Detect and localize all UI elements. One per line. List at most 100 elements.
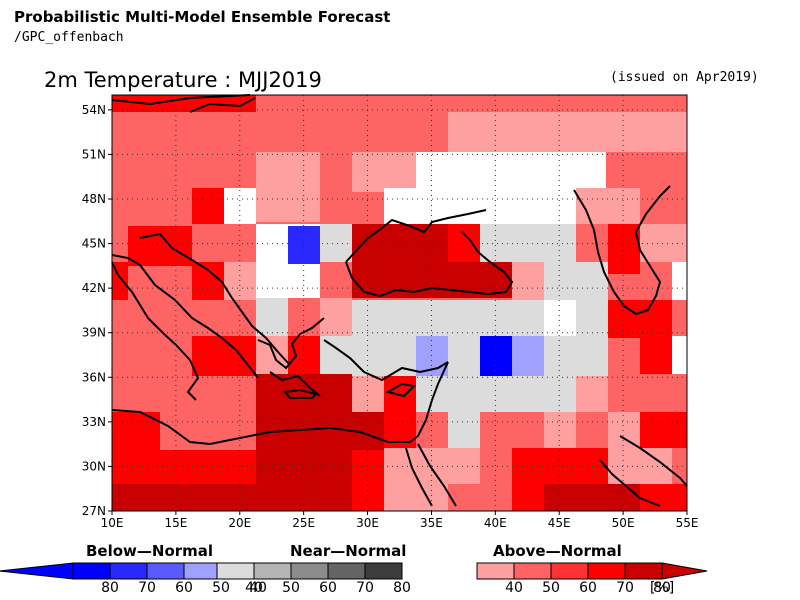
probability-cell — [448, 224, 480, 264]
lon-label: 55E — [676, 516, 699, 530]
legend-above-tick-label: 80 — [653, 580, 671, 596]
probability-cell — [576, 262, 608, 338]
probability-cell — [544, 448, 608, 484]
probability-cell — [448, 336, 480, 376]
probability-cell — [544, 336, 608, 376]
probability-cell — [448, 112, 687, 152]
graticule — [112, 95, 687, 511]
probability-cell — [112, 95, 256, 112]
legend-below-swatch — [109, 562, 148, 580]
map-frame — [111, 94, 688, 512]
legend-below-tick-label: 40 — [249, 580, 267, 596]
legend-unit: [%] — [650, 580, 674, 596]
probability-cell — [608, 448, 640, 484]
legend-below-label: Below—Normal — [86, 542, 214, 560]
lon-label: 10E — [101, 516, 124, 530]
probability-cell — [448, 412, 480, 448]
legend-above-swatch — [550, 562, 589, 580]
probability-cell — [640, 336, 672, 374]
probability-cell — [352, 152, 416, 192]
legend-below-swatch — [72, 562, 111, 580]
probability-cell — [352, 376, 384, 412]
lon-label: 25E — [292, 516, 315, 530]
legend-near-swatch — [290, 562, 329, 580]
lat-label: 42N — [82, 281, 106, 295]
probability-cell — [672, 262, 687, 300]
probability-cell — [672, 336, 687, 374]
lon-label: 45E — [548, 516, 571, 530]
legend-near-swatch — [327, 562, 366, 580]
probability-cell — [480, 412, 544, 448]
legend-above-label: Above—Normal — [493, 542, 622, 560]
lon-label: 15E — [164, 516, 187, 530]
probability-cell — [512, 484, 544, 511]
legend-below-arrow — [0, 562, 74, 580]
probability-cell — [544, 484, 640, 511]
lon-label: 30E — [356, 516, 379, 530]
probability-cell — [384, 412, 416, 450]
legend-near-label: Near—Normal — [290, 542, 407, 560]
source-label: /GPC_offenbach — [14, 30, 124, 45]
probability-cell — [128, 226, 192, 266]
probability-cell — [416, 376, 576, 412]
lat-label: 51N — [82, 147, 106, 161]
lat-label: 30N — [82, 459, 106, 473]
legend-near-tick-label: 60 — [319, 580, 337, 596]
legend-above-tick-label: 40 — [505, 580, 523, 596]
probability-cell — [640, 448, 672, 484]
probability-cell — [320, 298, 352, 336]
lat-label: 54N — [82, 103, 106, 117]
probability-cell — [640, 224, 687, 262]
probability-cell — [640, 188, 672, 224]
probability-cell — [512, 262, 544, 300]
probability-cell — [112, 484, 256, 511]
probability-cell — [640, 412, 687, 448]
legend-below-tick-label: 60 — [175, 580, 193, 596]
lat-label: 36N — [82, 370, 106, 384]
axis-labels: 10E 15E 20E 25E 30E 35E 40E 45E 50E 55E 54N 51N 48N 4… — [82, 103, 699, 530]
legend-above-swatch — [587, 562, 626, 580]
lon-label: 40E — [484, 516, 507, 530]
probability-cell — [256, 152, 320, 222]
legend-near-tick-label: 40 — [245, 580, 263, 596]
probability-cell — [544, 412, 576, 448]
probability-cell — [256, 484, 352, 511]
probability-cell — [576, 376, 608, 412]
lat-label: 27N — [82, 504, 106, 518]
legend-near-swatch — [216, 562, 255, 580]
legend-above-swatch — [624, 562, 663, 580]
probability-cell — [112, 450, 256, 484]
legend-below-tick-label: 70 — [138, 580, 156, 596]
lon-label: 20E — [228, 516, 251, 530]
probability-cell — [416, 152, 606, 188]
probability-cell — [352, 300, 544, 338]
probability-cell — [320, 224, 352, 262]
legend-above-arrow — [661, 562, 708, 580]
legend-above-swatch — [476, 562, 515, 580]
coastlines — [111, 94, 688, 507]
probability-cell — [544, 262, 576, 300]
probability-cell — [480, 336, 512, 376]
probability-cell — [384, 188, 576, 224]
probability-cell — [192, 336, 256, 376]
probability-cell — [352, 224, 448, 264]
legend-near-tick-label: 50 — [282, 580, 300, 596]
legend-above-tick-label: 50 — [542, 580, 560, 596]
legend-below-tick-label: 80 — [101, 580, 119, 596]
probability-cell — [544, 300, 576, 338]
lat-label: 39N — [82, 326, 106, 340]
probability-cell — [352, 484, 384, 511]
probability-cell — [192, 262, 224, 300]
legend-above-swatch — [513, 562, 552, 580]
probability-cell — [512, 336, 544, 376]
probability-cell — [352, 262, 512, 298]
legend-below-tick-label: 50 — [212, 580, 230, 596]
legend-near-tick-label: 80 — [393, 580, 411, 596]
lat-label: 48N — [82, 192, 106, 206]
probability-cell — [384, 484, 448, 511]
lat-label: 45N — [82, 237, 106, 251]
legend-below-swatch — [146, 562, 185, 580]
main-title: Probabilistic Multi-Model Ensemble Forec… — [14, 8, 391, 26]
